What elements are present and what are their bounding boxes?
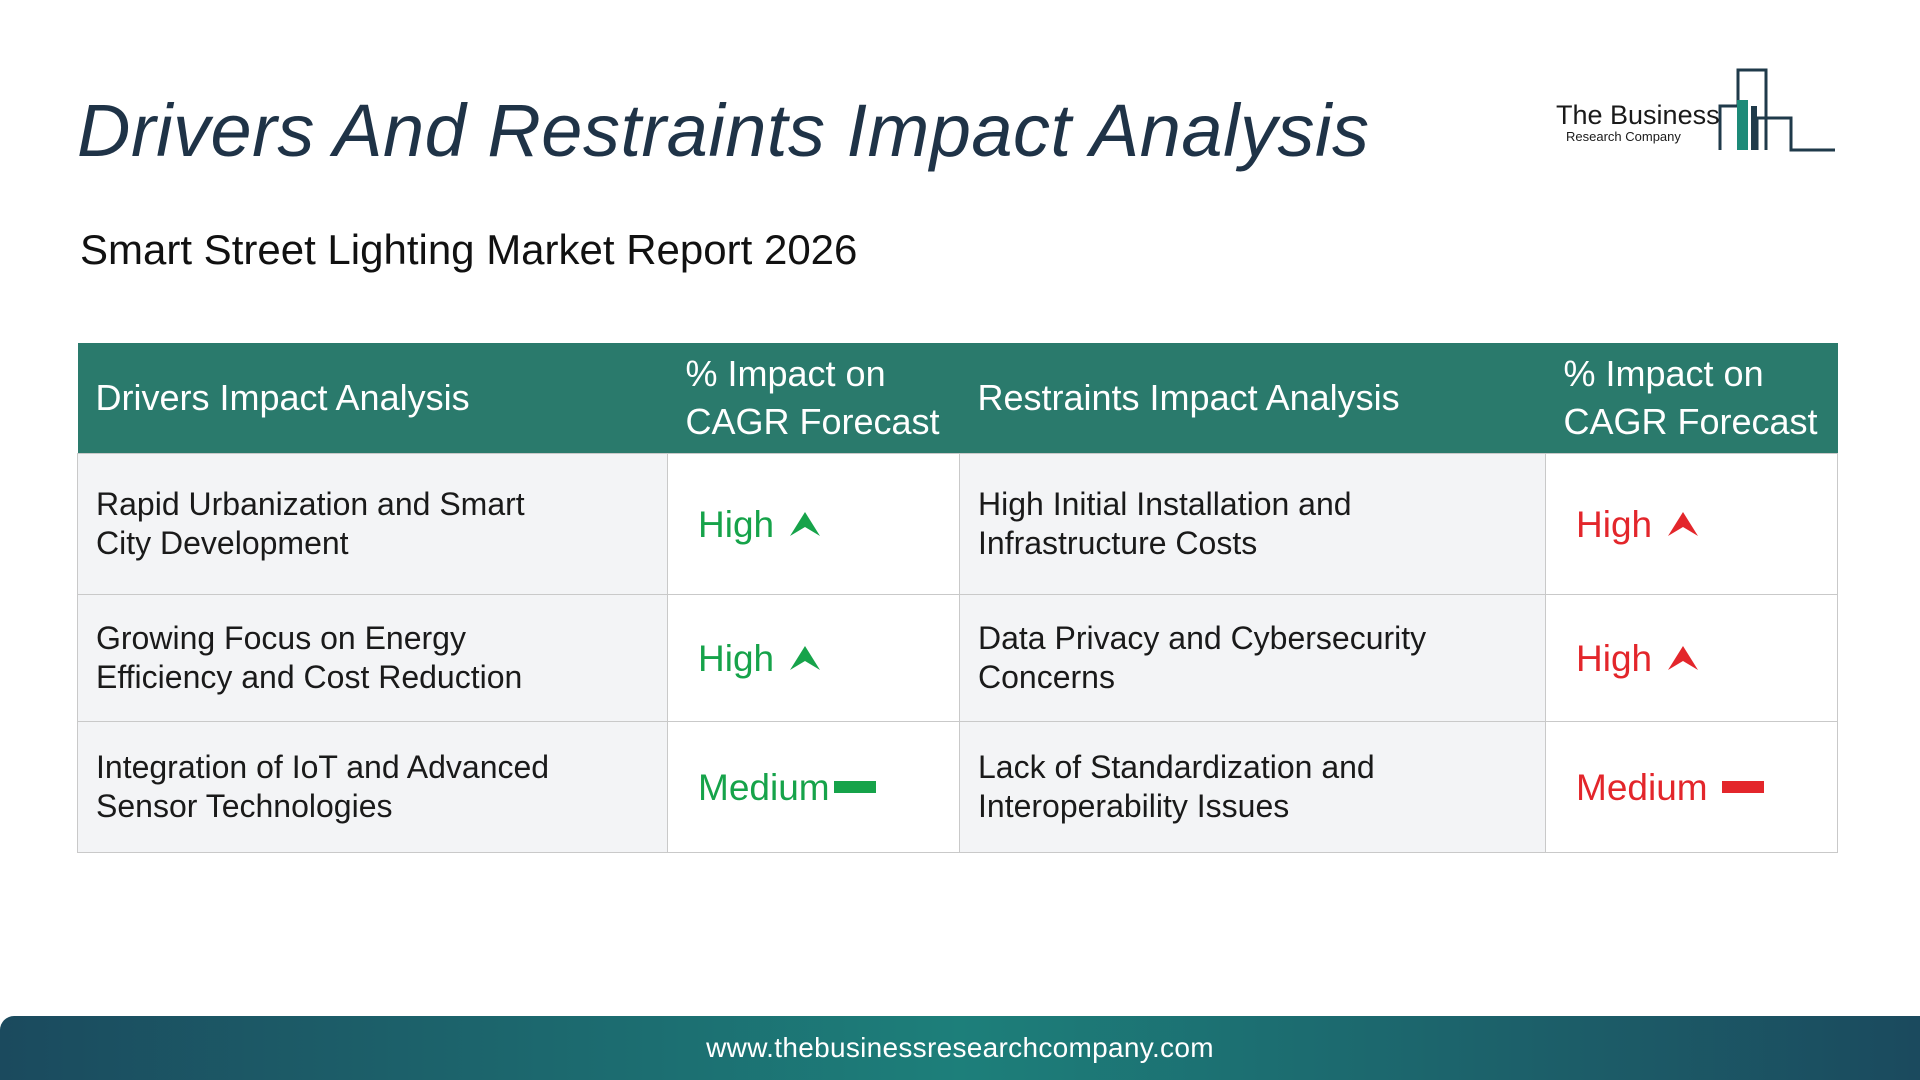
- driver-impact: High: [667, 453, 960, 595]
- website-link[interactable]: www.thebusinessresearchcompany.com: [706, 1032, 1214, 1063]
- arrow-up-icon: [1666, 510, 1700, 538]
- driver-factor: Integration of IoT and Advanced Sensor T…: [77, 721, 668, 853]
- driver-impact: High: [667, 594, 960, 722]
- driver-impact: Medium: [667, 721, 960, 853]
- table-row: Growing Focus on Energy Efficiency and C…: [77, 594, 1838, 722]
- restraint-factor: Data Privacy and Cybersecurity Concerns: [959, 594, 1546, 722]
- header-drivers: Drivers Impact Analysis: [77, 343, 668, 454]
- restraint-impact: High: [1545, 453, 1838, 595]
- impact-level: High: [1576, 637, 1653, 679]
- report-subtitle: Smart Street Lighting Market Report 2026: [80, 226, 858, 273]
- header-restraints: Restraints Impact Analysis: [959, 343, 1546, 454]
- impact-level: Medium: [1576, 766, 1708, 808]
- impact-level: High: [698, 637, 775, 679]
- table-row: Integration of IoT and Advanced Sensor T…: [77, 721, 1838, 853]
- logo-name: The Business: [1556, 100, 1720, 130]
- impact-level: High: [1576, 503, 1653, 545]
- table-row: Rapid Urbanization and Smart City Develo…: [77, 453, 1838, 595]
- logo-tagline: Research Company: [1566, 129, 1681, 144]
- impact-table: Drivers Impact Analysis % Impact on CAGR …: [77, 343, 1838, 853]
- company-logo: The Business Research Company: [1552, 66, 1840, 156]
- restraint-factor: Lack of Standardization and Interoperabi…: [959, 721, 1546, 853]
- impact-level: Medium: [698, 766, 830, 808]
- driver-factor: Rapid Urbanization and Smart City Develo…: [77, 453, 668, 595]
- restraint-impact: High: [1545, 594, 1838, 722]
- restraint-impact: Medium: [1545, 721, 1838, 853]
- impact-level: High: [698, 503, 775, 545]
- table-header-row: Drivers Impact Analysis % Impact on CAGR …: [77, 343, 1838, 454]
- header-restraints-impact: % Impact on CAGR Forecast: [1545, 343, 1838, 454]
- arrow-up-icon: [788, 510, 822, 538]
- restraint-factor: High Initial Installation and Infrastruc…: [959, 453, 1546, 595]
- dash-icon: [1721, 781, 1764, 793]
- page-title: Drivers And Restraints Impact Analysis: [77, 89, 1370, 172]
- footer-bar: www.thebusinessresearchcompany.com: [0, 1016, 1920, 1080]
- dash-icon: [833, 781, 876, 793]
- arrow-up-icon: [1666, 644, 1700, 672]
- header-drivers-impact: % Impact on CAGR Forecast: [667, 343, 960, 454]
- driver-factor: Growing Focus on Energy Efficiency and C…: [77, 594, 668, 722]
- logo-buildings-icon: [1718, 68, 1835, 152]
- arrow-up-icon: [788, 644, 822, 672]
